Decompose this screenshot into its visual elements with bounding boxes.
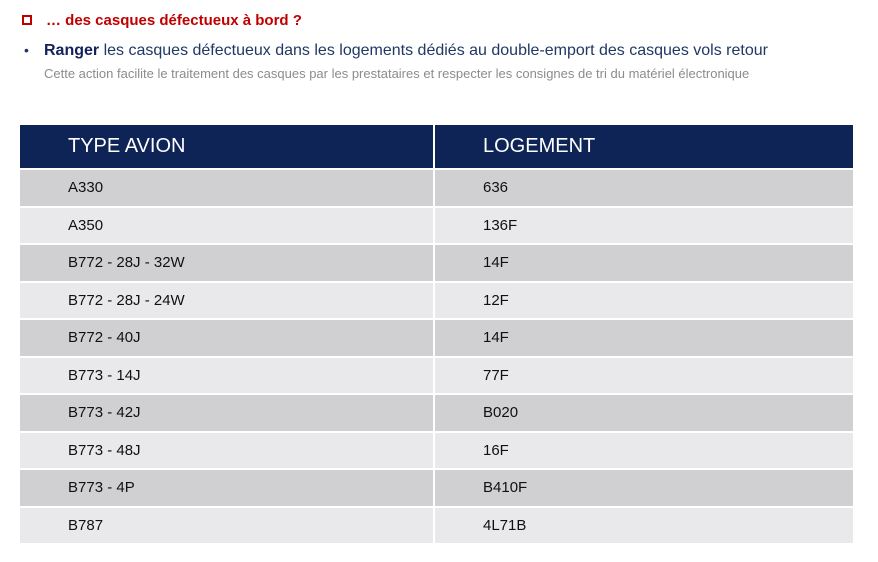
cell-type-avion: A330 — [20, 170, 435, 206]
instruction-note: Cette action facilite le traitement des … — [44, 66, 750, 81]
checkbox-bullet-icon — [22, 15, 32, 25]
cell-type-avion: B773 - 42J — [20, 395, 435, 431]
aircraft-storage-table: TYPE AVION LOGEMENT A330 636 A350 136F B772 … — [20, 125, 853, 545]
section-heading: … des casques défectueux à bord ? — [22, 10, 302, 30]
cell-logement: 14F — [483, 254, 509, 272]
cell-type-avion: B772 - 40J — [20, 320, 435, 356]
cell-logement: 4L71B — [483, 516, 527, 534]
header-logement: LOGEMENT — [483, 135, 596, 157]
table-row: B773 - 42J B020 — [20, 395, 853, 433]
table-row: B772 - 28J - 24W 12F — [20, 282, 853, 320]
table-body: A330 636 A350 136F B772 - 28J - 32W 14F B772 -… — [20, 170, 853, 545]
cell-type-avion: B773 - 14J — [20, 357, 435, 393]
table-row: B773 - 4P B410F — [20, 470, 853, 508]
cell-type-avion: B772 - 28J - 24W — [20, 282, 435, 318]
cell-logement: B410F — [483, 479, 528, 497]
cell-type-avion: B787 — [20, 507, 435, 543]
table-row: B773 - 14J 77F — [20, 357, 853, 395]
cell-logement: 14F — [483, 329, 509, 347]
cell-logement: 636 — [483, 179, 509, 197]
table-row: B772 - 40J 14F — [20, 320, 853, 358]
cell-logement: 77F — [483, 366, 509, 384]
cell-logement: 16F — [483, 441, 509, 459]
bullet-dot-icon: • — [24, 42, 29, 58]
table-header-row: TYPE AVION LOGEMENT — [20, 125, 853, 170]
table-row: A350 136F — [20, 207, 853, 245]
instruction-verb: Ranger — [44, 42, 100, 59]
header-type-avion: TYPE AVION — [20, 125, 435, 168]
instruction-line: • Ranger les casques défectueux dans les … — [24, 42, 768, 60]
cell-type-avion: A350 — [20, 207, 435, 243]
table-row: A330 636 — [20, 170, 853, 208]
table-row: B772 - 28J - 32W 14F — [20, 245, 853, 283]
cell-type-avion: B772 - 28J - 32W — [20, 245, 435, 281]
table-row: B787 4L71B — [20, 507, 853, 545]
table-row: B773 - 48J 16F — [20, 432, 853, 470]
cell-type-avion: B773 - 48J — [20, 432, 435, 468]
cell-type-avion: B773 - 4P — [20, 470, 435, 506]
heading-text: … des casques défectueux à bord ? — [46, 11, 302, 29]
cell-logement: 12F — [483, 291, 509, 309]
cell-logement: 136F — [483, 216, 518, 234]
cell-logement: B020 — [483, 404, 519, 422]
instruction-text: les casques défectueux dans les logement… — [99, 42, 768, 59]
